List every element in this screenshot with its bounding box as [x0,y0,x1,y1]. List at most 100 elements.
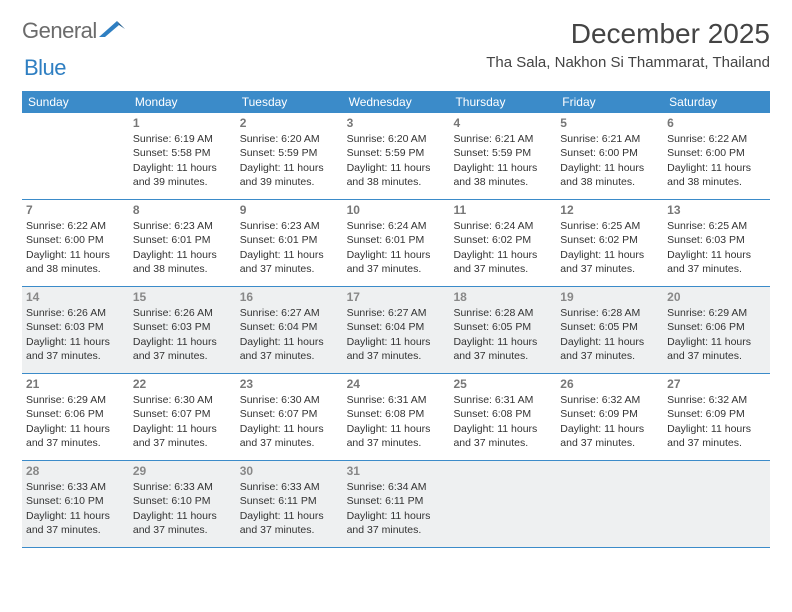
daylight-line: Daylight: 11 hours and 37 minutes. [240,248,339,276]
weekday-tue: Tuesday [236,91,343,113]
weekday-thu: Thursday [449,91,556,113]
daylight-line: Daylight: 11 hours and 37 minutes. [347,335,446,363]
month-title: December 2025 [486,18,770,50]
sunset-line: Sunset: 6:07 PM [240,407,339,421]
day-cell: 13Sunrise: 6:25 AMSunset: 6:03 PMDayligh… [663,200,770,286]
weekday-header-row: Sunday Monday Tuesday Wednesday Thursday… [22,91,770,113]
daylight-line: Daylight: 11 hours and 38 minutes. [347,161,446,189]
daylight-line: Daylight: 11 hours and 37 minutes. [26,509,125,537]
sunset-line: Sunset: 6:11 PM [347,494,446,508]
sunrise-line: Sunrise: 6:30 AM [133,393,232,407]
sunset-line: Sunset: 6:07 PM [133,407,232,421]
day-cell: 17Sunrise: 6:27 AMSunset: 6:04 PMDayligh… [343,287,450,373]
daylight-line: Daylight: 11 hours and 37 minutes. [133,509,232,537]
sunrise-line: Sunrise: 6:23 AM [240,219,339,233]
day-cell: 1Sunrise: 6:19 AMSunset: 5:58 PMDaylight… [129,113,236,199]
day-cell: 24Sunrise: 6:31 AMSunset: 6:08 PMDayligh… [343,374,450,460]
day-cell: 5Sunrise: 6:21 AMSunset: 6:00 PMDaylight… [556,113,663,199]
day-cell: 9Sunrise: 6:23 AMSunset: 6:01 PMDaylight… [236,200,343,286]
day-cell: 11Sunrise: 6:24 AMSunset: 6:02 PMDayligh… [449,200,556,286]
sunset-line: Sunset: 6:00 PM [667,146,766,160]
daylight-line: Daylight: 11 hours and 39 minutes. [240,161,339,189]
daylight-line: Daylight: 11 hours and 37 minutes. [26,335,125,363]
sunset-line: Sunset: 6:02 PM [560,233,659,247]
day-number: 20 [667,289,766,305]
day-number: 1 [133,115,232,131]
day-cell [449,461,556,547]
day-cell: 3Sunrise: 6:20 AMSunset: 5:59 PMDaylight… [343,113,450,199]
logo-text-2: Blue [24,55,66,80]
logo-text-1: General [22,18,97,44]
sunset-line: Sunset: 6:04 PM [240,320,339,334]
sunset-line: Sunset: 6:00 PM [560,146,659,160]
daylight-line: Daylight: 11 hours and 37 minutes. [667,422,766,450]
day-cell: 29Sunrise: 6:33 AMSunset: 6:10 PMDayligh… [129,461,236,547]
sunrise-line: Sunrise: 6:19 AM [133,132,232,146]
sunrise-line: Sunrise: 6:20 AM [347,132,446,146]
daylight-line: Daylight: 11 hours and 37 minutes. [560,335,659,363]
day-number: 8 [133,202,232,218]
daylight-line: Daylight: 11 hours and 37 minutes. [240,422,339,450]
sunrise-line: Sunrise: 6:29 AM [667,306,766,320]
weekday-wed: Wednesday [343,91,450,113]
day-cell: 27Sunrise: 6:32 AMSunset: 6:09 PMDayligh… [663,374,770,460]
daylight-line: Daylight: 11 hours and 37 minutes. [667,248,766,276]
day-number: 28 [26,463,125,479]
day-number: 10 [347,202,446,218]
sunrise-line: Sunrise: 6:33 AM [133,480,232,494]
sunset-line: Sunset: 6:06 PM [667,320,766,334]
sunset-line: Sunset: 6:05 PM [453,320,552,334]
day-cell: 14Sunrise: 6:26 AMSunset: 6:03 PMDayligh… [22,287,129,373]
day-cell: 22Sunrise: 6:30 AMSunset: 6:07 PMDayligh… [129,374,236,460]
day-cell: 8Sunrise: 6:23 AMSunset: 6:01 PMDaylight… [129,200,236,286]
calendar: Sunday Monday Tuesday Wednesday Thursday… [22,91,770,548]
day-cell: 20Sunrise: 6:29 AMSunset: 6:06 PMDayligh… [663,287,770,373]
sunset-line: Sunset: 6:09 PM [560,407,659,421]
weeks-container: 1Sunrise: 6:19 AMSunset: 5:58 PMDaylight… [22,113,770,548]
day-cell: 7Sunrise: 6:22 AMSunset: 6:00 PMDaylight… [22,200,129,286]
day-number: 17 [347,289,446,305]
daylight-line: Daylight: 11 hours and 38 minutes. [26,248,125,276]
weekday-sat: Saturday [663,91,770,113]
day-cell: 21Sunrise: 6:29 AMSunset: 6:06 PMDayligh… [22,374,129,460]
sunset-line: Sunset: 6:01 PM [240,233,339,247]
day-number: 21 [26,376,125,392]
sunrise-line: Sunrise: 6:21 AM [453,132,552,146]
weekday-mon: Monday [129,91,236,113]
sunrise-line: Sunrise: 6:25 AM [667,219,766,233]
daylight-line: Daylight: 11 hours and 37 minutes. [560,248,659,276]
day-number: 5 [560,115,659,131]
sunset-line: Sunset: 6:06 PM [26,407,125,421]
daylight-line: Daylight: 11 hours and 37 minutes. [453,335,552,363]
daylight-line: Daylight: 11 hours and 37 minutes. [453,422,552,450]
day-cell: 2Sunrise: 6:20 AMSunset: 5:59 PMDaylight… [236,113,343,199]
day-number: 31 [347,463,446,479]
week-row: 14Sunrise: 6:26 AMSunset: 6:03 PMDayligh… [22,287,770,374]
day-number: 3 [347,115,446,131]
sunset-line: Sunset: 6:11 PM [240,494,339,508]
week-row: 1Sunrise: 6:19 AMSunset: 5:58 PMDaylight… [22,113,770,200]
day-number: 16 [240,289,339,305]
sunrise-line: Sunrise: 6:27 AM [347,306,446,320]
day-number: 23 [240,376,339,392]
day-number: 13 [667,202,766,218]
day-cell: 16Sunrise: 6:27 AMSunset: 6:04 PMDayligh… [236,287,343,373]
sunset-line: Sunset: 6:03 PM [26,320,125,334]
sunrise-line: Sunrise: 6:29 AM [26,393,125,407]
daylight-line: Daylight: 11 hours and 37 minutes. [347,509,446,537]
day-number: 6 [667,115,766,131]
sunrise-line: Sunrise: 6:22 AM [667,132,766,146]
sunrise-line: Sunrise: 6:33 AM [26,480,125,494]
day-cell [556,461,663,547]
sunset-line: Sunset: 6:01 PM [347,233,446,247]
day-number: 12 [560,202,659,218]
day-cell [22,113,129,199]
sunset-line: Sunset: 6:05 PM [560,320,659,334]
sunrise-line: Sunrise: 6:33 AM [240,480,339,494]
day-cell: 18Sunrise: 6:28 AMSunset: 6:05 PMDayligh… [449,287,556,373]
sunrise-line: Sunrise: 6:24 AM [347,219,446,233]
sunrise-line: Sunrise: 6:32 AM [667,393,766,407]
day-number: 24 [347,376,446,392]
sunrise-line: Sunrise: 6:30 AM [240,393,339,407]
daylight-line: Daylight: 11 hours and 37 minutes. [453,248,552,276]
